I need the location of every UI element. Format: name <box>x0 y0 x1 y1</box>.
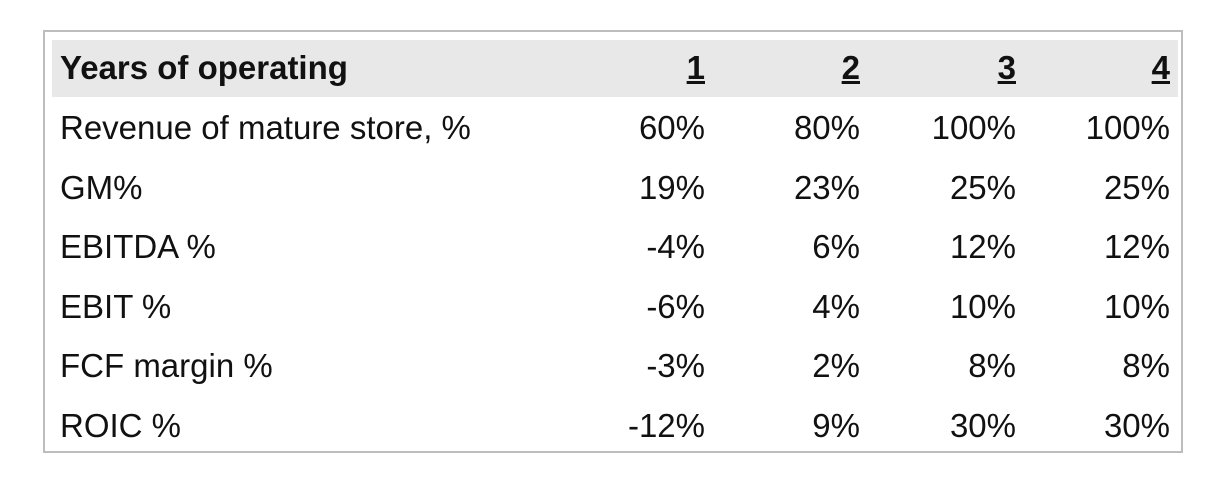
cell-value: -4% <box>646 228 705 266</box>
cell-value: 4% <box>812 287 860 325</box>
cell-value: 19% <box>638 168 705 206</box>
cell-value: 12% <box>949 228 1016 266</box>
cell-value: 4 <box>1151 49 1170 86</box>
cell-value: -6% <box>646 287 705 325</box>
cell-value: 30% <box>1103 407 1170 444</box>
cell-value: 60% <box>638 109 705 146</box>
row-label: Years of operating <box>60 49 348 86</box>
header-background <box>52 40 1178 97</box>
cell-value: 2 <box>841 49 860 86</box>
row-label: EBITDA % <box>60 228 216 266</box>
cell-value: 100% <box>931 109 1016 146</box>
row-label: ROIC % <box>60 407 182 444</box>
table-frame <box>43 30 1183 453</box>
cell-value: 1 <box>686 49 705 86</box>
row-label: EBIT % <box>60 287 172 325</box>
cell-value: 30% <box>949 407 1016 444</box>
cell-value: 3 <box>997 49 1016 86</box>
row-label: Revenue of mature store, % <box>60 109 471 146</box>
cell-value: 2% <box>812 347 860 385</box>
cell-value: -12% <box>627 407 705 444</box>
cell-value: 25% <box>1103 168 1170 206</box>
cell-value: -3% <box>646 347 705 385</box>
cell-value: 12% <box>1103 228 1170 266</box>
cell-value: 8% <box>968 347 1016 385</box>
cell-value: 100% <box>1085 109 1170 146</box>
cell-value: 6% <box>812 228 860 266</box>
cell-value: 9% <box>812 407 860 444</box>
cell-value: 25% <box>949 168 1016 206</box>
cell-value: 10% <box>949 287 1016 325</box>
row-label: GM% <box>60 168 143 206</box>
cell-value: 80% <box>793 109 860 146</box>
row-label: FCF margin % <box>60 347 273 385</box>
cell-value: 10% <box>1103 287 1170 325</box>
cell-value: 23% <box>793 168 860 206</box>
cell-value: 8% <box>1122 347 1170 385</box>
